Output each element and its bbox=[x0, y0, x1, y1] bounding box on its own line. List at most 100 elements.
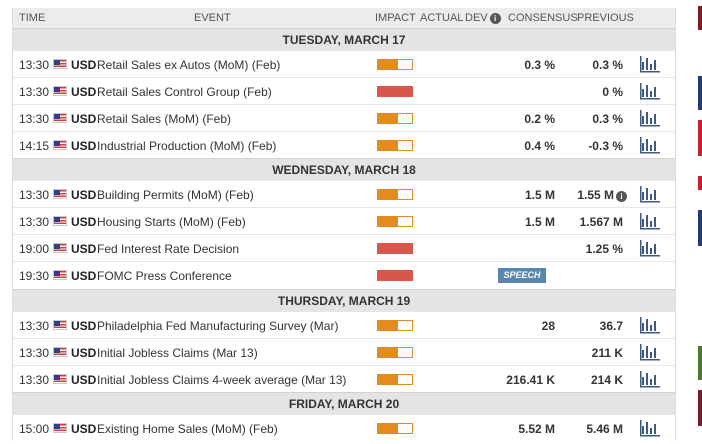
event-currency: USD bbox=[71, 188, 97, 202]
event-previous: 1.567 M bbox=[579, 215, 623, 229]
header-previous: PREVIOUS bbox=[577, 12, 634, 24]
event-row[interactable]: 19:00 USD Fed Interest Rate Decision 1.25 % bbox=[13, 234, 675, 261]
event-row[interactable]: 13:30 USD Housing Starts (MoM) (Feb) 1.5 M 1… bbox=[13, 207, 675, 234]
impact-medium-indicator bbox=[377, 320, 413, 331]
us-flag-icon bbox=[53, 140, 67, 150]
event-currency: USD bbox=[71, 373, 97, 387]
us-flag-icon bbox=[53, 59, 67, 69]
event-time: 13:30 bbox=[19, 346, 50, 360]
info-icon[interactable]: i bbox=[616, 191, 627, 202]
impact-medium-indicator bbox=[377, 347, 413, 358]
us-flag-icon bbox=[53, 189, 67, 199]
header-time: TIME bbox=[19, 12, 46, 24]
event-name[interactable]: Initial Jobless Claims (Mar 13) bbox=[97, 346, 258, 360]
event-consensus: 0.2 % bbox=[524, 112, 555, 126]
sidebar-accent bbox=[698, 346, 702, 380]
bar-chart-icon[interactable] bbox=[639, 371, 661, 388]
impact-medium-indicator bbox=[377, 423, 413, 434]
event-consensus: 1.5 M bbox=[524, 215, 555, 229]
event-previous: 36.7 bbox=[599, 319, 623, 333]
event-currency: USD bbox=[71, 269, 97, 283]
event-name[interactable]: Fed Interest Rate Decision bbox=[97, 242, 240, 256]
event-previous: -0.3 % bbox=[588, 139, 623, 153]
event-time: 13:30 bbox=[19, 85, 50, 99]
sidebar-accent bbox=[698, 390, 702, 426]
event-currency: USD bbox=[71, 319, 97, 333]
event-name[interactable]: Industrial Production (MoM) (Feb) bbox=[97, 139, 277, 153]
event-name[interactable]: Housing Starts (MoM) (Feb) bbox=[97, 215, 246, 229]
event-consensus: 0.4 % bbox=[524, 139, 555, 153]
event-row[interactable]: 13:30 USD Initial Jobless Claims 4-week av… bbox=[13, 365, 675, 392]
bar-chart-icon[interactable] bbox=[639, 186, 661, 203]
event-time: 19:00 bbox=[19, 242, 50, 256]
sidebar-accent bbox=[698, 120, 702, 156]
impact-medium-indicator bbox=[377, 216, 413, 227]
event-currency: USD bbox=[71, 242, 97, 256]
event-row[interactable]: 13:30 USD Initial Jobless Claims (Mar 13) 2… bbox=[13, 338, 675, 365]
event-previous: 0 % bbox=[602, 85, 623, 99]
header-actual: ACTUAL bbox=[420, 12, 464, 24]
event-name[interactable]: Building Permits (MoM) (Feb) bbox=[97, 188, 254, 202]
event-name[interactable]: FOMC Press Conference bbox=[97, 269, 232, 283]
bar-chart-icon[interactable] bbox=[639, 213, 661, 230]
event-previous: 0.3 % bbox=[592, 112, 623, 126]
event-row[interactable]: 13:30 USD Philadelphia Fed Manufacturing S… bbox=[13, 311, 675, 338]
event-previous: 214 K bbox=[590, 373, 623, 387]
sidebar-accent bbox=[698, 176, 702, 190]
bar-chart-icon[interactable] bbox=[639, 240, 661, 257]
impact-medium-indicator bbox=[377, 374, 413, 385]
event-name[interactable]: Initial Jobless Claims 4-week average (M… bbox=[97, 373, 347, 387]
event-name[interactable]: Retail Sales ex Autos (MoM) (Feb) bbox=[97, 58, 281, 72]
us-flag-icon bbox=[53, 347, 67, 357]
bar-chart-icon[interactable] bbox=[639, 137, 661, 154]
event-name[interactable]: Philadelphia Fed Manufacturing Survey (M… bbox=[97, 319, 339, 333]
event-row[interactable]: 19:30 USD FOMC Press Conference SPEECH bbox=[13, 261, 675, 289]
event-currency: USD bbox=[71, 58, 97, 72]
impact-medium-indicator bbox=[377, 140, 413, 151]
event-time: 13:30 bbox=[19, 373, 50, 387]
sidebar-accent bbox=[698, 6, 702, 30]
bar-chart-icon[interactable] bbox=[639, 83, 661, 100]
event-currency: USD bbox=[71, 422, 97, 436]
event-currency: USD bbox=[71, 139, 97, 153]
bar-chart-icon[interactable] bbox=[639, 420, 661, 437]
day-separator: TUESDAY, MARCH 17 bbox=[13, 28, 675, 50]
right-sidebar-strip bbox=[688, 0, 702, 444]
event-previous: 0.3 % bbox=[592, 58, 623, 72]
event-time: 13:30 bbox=[19, 319, 50, 333]
speech-badge: SPEECH bbox=[498, 268, 546, 283]
event-row[interactable]: 13:30 USD Retail Sales (MoM) (Feb) 0.2 % 0.3… bbox=[13, 104, 675, 131]
header-impact: IMPACT bbox=[375, 12, 416, 24]
event-currency: USD bbox=[71, 215, 97, 229]
event-currency: USD bbox=[71, 112, 97, 126]
bar-chart-icon[interactable] bbox=[639, 317, 661, 334]
event-row[interactable]: 13:30 USD Building Permits (MoM) (Feb) 1.5 … bbox=[13, 180, 675, 207]
us-flag-icon bbox=[53, 374, 67, 384]
event-consensus: 1.5 M bbox=[524, 188, 555, 202]
event-name[interactable]: Existing Home Sales (MoM) (Feb) bbox=[97, 422, 278, 436]
us-flag-icon bbox=[53, 216, 67, 226]
event-name[interactable]: Retail Sales Control Group (Feb) bbox=[97, 85, 272, 99]
event-name[interactable]: Retail Sales (MoM) (Feb) bbox=[97, 112, 232, 126]
event-row[interactable]: 13:30 USD Retail Sales Control Group (Feb)… bbox=[13, 77, 675, 104]
bar-chart-icon[interactable] bbox=[639, 56, 661, 73]
event-consensus: 28 bbox=[541, 319, 555, 333]
info-icon[interactable]: i bbox=[489, 13, 501, 24]
impact-medium-indicator bbox=[377, 189, 413, 200]
us-flag-icon bbox=[53, 320, 67, 330]
us-flag-icon bbox=[53, 423, 67, 433]
us-flag-icon bbox=[53, 270, 67, 280]
event-consensus: 5.52 M bbox=[518, 422, 555, 436]
event-time: 14:15 bbox=[19, 139, 50, 153]
header-event: EVENT bbox=[194, 12, 231, 24]
day-separator: WEDNESDAY, MARCH 18 bbox=[13, 158, 675, 180]
event-row[interactable]: 14:15 USD Industrial Production (MoM) (Feb… bbox=[13, 131, 675, 158]
bar-chart-icon[interactable] bbox=[639, 110, 661, 127]
event-previous: 5.46 M bbox=[586, 422, 623, 436]
impact-medium-indicator bbox=[377, 113, 413, 124]
event-row[interactable]: 13:30 USD Retail Sales ex Autos (MoM) (Feb… bbox=[13, 50, 675, 77]
event-currency: USD bbox=[71, 346, 97, 360]
bar-chart-icon[interactable] bbox=[639, 344, 661, 361]
event-row[interactable]: 15:00 USD Existing Home Sales (MoM) (Feb) 5… bbox=[13, 414, 675, 441]
